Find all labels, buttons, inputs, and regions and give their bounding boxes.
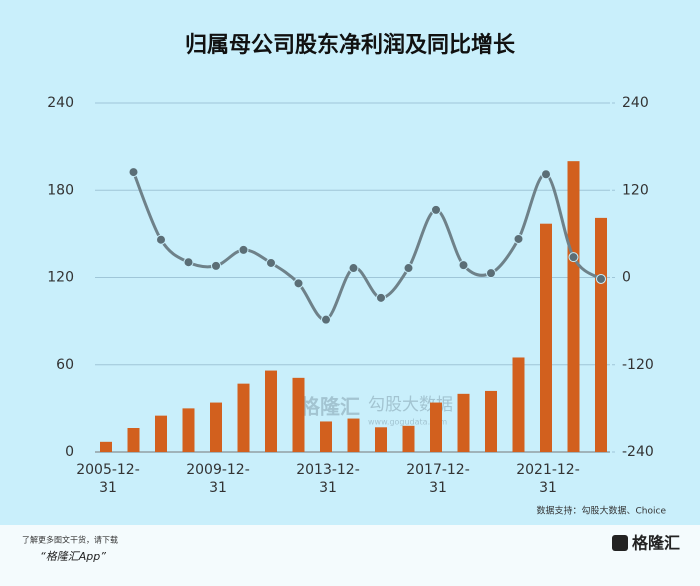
footer-app: “格隆汇App” bbox=[40, 550, 106, 563]
bar bbox=[567, 161, 580, 452]
line bbox=[132, 171, 602, 322]
line-point bbox=[596, 273, 606, 284]
watermark-brand: 格隆汇 bbox=[300, 395, 360, 419]
bar bbox=[210, 402, 222, 452]
bar bbox=[430, 402, 442, 452]
x-tick-label: 2013-12-31 bbox=[296, 462, 360, 496]
x-tick-label: 2005-12-31 bbox=[76, 462, 140, 496]
bar bbox=[512, 357, 525, 452]
bar bbox=[402, 425, 415, 452]
footer-bg bbox=[0, 525, 700, 586]
bar bbox=[100, 441, 112, 452]
chart-title: 归属母公司股东净利润及同比增长 bbox=[185, 32, 516, 58]
line-point bbox=[156, 234, 166, 245]
bar bbox=[320, 421, 332, 452]
footer-note: 了解更多图文干货，请下载 bbox=[22, 535, 118, 545]
bar bbox=[237, 383, 250, 452]
watermark-url: www.gogudata.com bbox=[368, 418, 447, 427]
logo-icon bbox=[612, 535, 628, 551]
y2-tick-label: -120 bbox=[622, 357, 654, 373]
footer-logo: 格隆汇 bbox=[632, 534, 680, 553]
line-point bbox=[513, 233, 524, 244]
line-point bbox=[266, 257, 276, 268]
y-tick-label: 180 bbox=[47, 182, 74, 198]
line-point bbox=[321, 314, 331, 325]
line-point bbox=[348, 263, 359, 274]
bar bbox=[265, 370, 277, 452]
line-point bbox=[238, 244, 249, 255]
line-point bbox=[183, 257, 194, 268]
bar bbox=[127, 428, 140, 452]
bar bbox=[457, 393, 470, 452]
x-tick-label: 2017-12-31 bbox=[406, 462, 470, 496]
line-point bbox=[458, 260, 469, 271]
bar bbox=[595, 217, 607, 452]
y2-tick-label: -240 bbox=[622, 444, 654, 460]
line-point bbox=[128, 167, 139, 178]
line-point bbox=[293, 278, 304, 289]
bar bbox=[155, 415, 167, 452]
y2-tick-label: 0 bbox=[622, 270, 631, 286]
y-tick-label: 120 bbox=[47, 270, 74, 286]
y2-tick-label: 120 bbox=[622, 182, 649, 198]
y-tick-label: 0 bbox=[65, 444, 74, 460]
y2-tick-label: 240 bbox=[622, 95, 649, 111]
line-point bbox=[211, 260, 221, 271]
bar bbox=[347, 418, 360, 452]
line-point bbox=[486, 268, 496, 279]
source: 数据支持：勾股大数据、Choice bbox=[537, 505, 667, 517]
line-point bbox=[541, 169, 551, 180]
x-tick-label: 2009-12-31 bbox=[186, 462, 250, 496]
bar bbox=[375, 427, 387, 452]
bar bbox=[485, 390, 497, 452]
x-tick-label: 2021-12-31 bbox=[516, 462, 580, 496]
line-point bbox=[403, 263, 414, 274]
line-point bbox=[431, 204, 441, 215]
y-tick-label: 240 bbox=[47, 95, 74, 111]
bar bbox=[182, 408, 195, 452]
bar bbox=[540, 223, 552, 452]
y-tick-label: 60 bbox=[56, 357, 74, 373]
line-point bbox=[568, 252, 579, 263]
bar bbox=[292, 377, 305, 452]
line-point bbox=[376, 292, 386, 303]
